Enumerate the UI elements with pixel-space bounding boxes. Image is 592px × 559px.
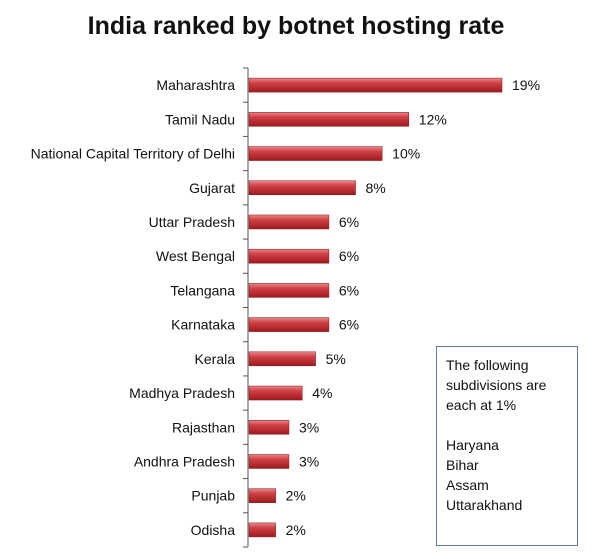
note-list: Haryana Bihar Assam Uttarakhand bbox=[446, 435, 568, 515]
bar bbox=[248, 112, 410, 127]
category-label: National Capital Territory of Delhi bbox=[31, 146, 235, 162]
category-label: Odisha bbox=[191, 522, 236, 538]
value-label: 2% bbox=[286, 522, 306, 538]
bar bbox=[248, 488, 276, 503]
value-label: 12% bbox=[419, 111, 447, 127]
category-label: Madhya Pradesh bbox=[129, 385, 235, 401]
category-label: Telangana bbox=[170, 282, 235, 298]
value-label: 6% bbox=[339, 317, 359, 333]
category-label: Kerala bbox=[195, 351, 236, 367]
category-label: Andhra Pradesh bbox=[134, 453, 235, 469]
value-label: 6% bbox=[339, 248, 359, 264]
value-label: 2% bbox=[286, 488, 306, 504]
bar bbox=[248, 317, 330, 332]
bar bbox=[248, 420, 290, 435]
bar bbox=[248, 351, 316, 367]
value-label: 3% bbox=[299, 419, 319, 435]
value-label: 10% bbox=[392, 146, 420, 162]
value-label: 8% bbox=[366, 180, 386, 196]
value-label: 4% bbox=[312, 385, 332, 401]
value-label: 5% bbox=[326, 351, 346, 367]
category-label: Uttar Pradesh bbox=[149, 214, 235, 230]
note-text: The following subdivisions are each at 1… bbox=[446, 357, 547, 413]
category-label: Maharashtra bbox=[156, 77, 235, 93]
bar bbox=[248, 385, 303, 401]
bar bbox=[248, 146, 383, 161]
bar bbox=[248, 522, 276, 538]
category-label: Tamil Nadu bbox=[165, 111, 235, 127]
bar bbox=[248, 214, 330, 230]
bar bbox=[248, 77, 503, 93]
chart-title: India ranked by botnet hosting rate bbox=[87, 12, 505, 40]
category-label: Punjab bbox=[191, 488, 235, 504]
value-label: 6% bbox=[339, 282, 359, 298]
category-label: West Bengal bbox=[156, 248, 235, 264]
note-item: Bihar bbox=[446, 457, 479, 473]
category-label: Gujarat bbox=[189, 180, 235, 196]
bar bbox=[248, 454, 290, 469]
note-item: Haryana bbox=[446, 437, 499, 453]
value-label: 3% bbox=[299, 453, 319, 469]
value-label: 6% bbox=[339, 214, 359, 230]
bar bbox=[248, 248, 330, 264]
category-label: Karnataka bbox=[171, 317, 235, 333]
note-item: Assam bbox=[446, 477, 489, 493]
note-item: Uttarakhand bbox=[446, 497, 523, 513]
category-label: Rajasthan bbox=[172, 419, 235, 435]
bar bbox=[248, 283, 330, 298]
bar bbox=[248, 180, 356, 195]
note-box: The following subdivisions are each at 1… bbox=[436, 346, 578, 546]
value-label: 19% bbox=[512, 77, 540, 93]
